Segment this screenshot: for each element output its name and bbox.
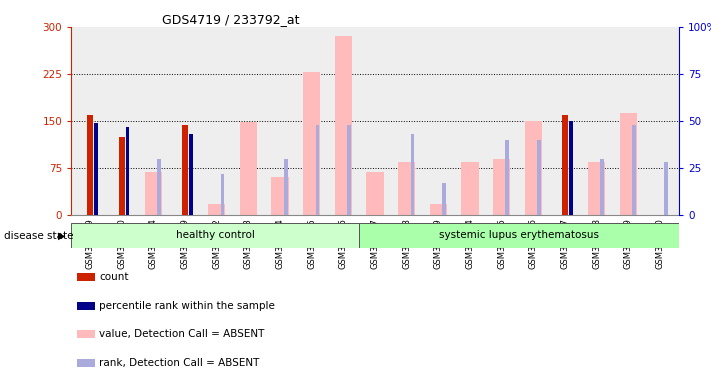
Bar: [77, 273, 95, 281]
Bar: [601, 159, 604, 215]
Bar: [538, 140, 541, 215]
Bar: [398, 162, 415, 215]
Bar: [77, 331, 95, 338]
Bar: [77, 359, 95, 367]
Bar: [77, 302, 95, 310]
Bar: [335, 36, 352, 215]
Bar: [316, 125, 319, 215]
Bar: [366, 172, 384, 215]
Bar: [87, 115, 93, 215]
Bar: [562, 115, 568, 215]
Text: ▶: ▶: [58, 231, 65, 241]
Bar: [220, 174, 225, 215]
Bar: [525, 121, 542, 215]
Bar: [157, 159, 161, 215]
Bar: [303, 72, 321, 215]
Bar: [461, 162, 479, 215]
Text: GDS4719 / 233792_at: GDS4719 / 233792_at: [162, 13, 300, 26]
Bar: [208, 204, 225, 215]
Bar: [189, 134, 193, 215]
Text: rank, Detection Call = ABSENT: rank, Detection Call = ABSENT: [99, 358, 260, 368]
Bar: [272, 177, 289, 215]
Bar: [442, 183, 446, 215]
Bar: [94, 123, 97, 215]
Text: value, Detection Call = ABSENT: value, Detection Call = ABSENT: [99, 329, 264, 339]
Bar: [506, 140, 509, 215]
Bar: [429, 204, 447, 215]
Bar: [182, 125, 188, 215]
Bar: [145, 172, 162, 215]
Bar: [569, 121, 572, 215]
Text: percentile rank within the sample: percentile rank within the sample: [99, 301, 275, 311]
Bar: [119, 137, 124, 215]
Text: count: count: [99, 272, 129, 282]
Bar: [359, 223, 679, 248]
Bar: [493, 159, 510, 215]
Bar: [71, 223, 359, 248]
Bar: [632, 125, 636, 215]
Text: healthy control: healthy control: [176, 230, 255, 240]
Text: systemic lupus erythematosus: systemic lupus erythematosus: [439, 230, 599, 240]
Bar: [664, 162, 668, 215]
Bar: [410, 134, 415, 215]
Bar: [588, 162, 605, 215]
Bar: [284, 159, 288, 215]
Text: disease state: disease state: [4, 231, 73, 241]
Bar: [620, 113, 637, 215]
Bar: [347, 125, 351, 215]
Bar: [240, 122, 257, 215]
Bar: [126, 127, 129, 215]
